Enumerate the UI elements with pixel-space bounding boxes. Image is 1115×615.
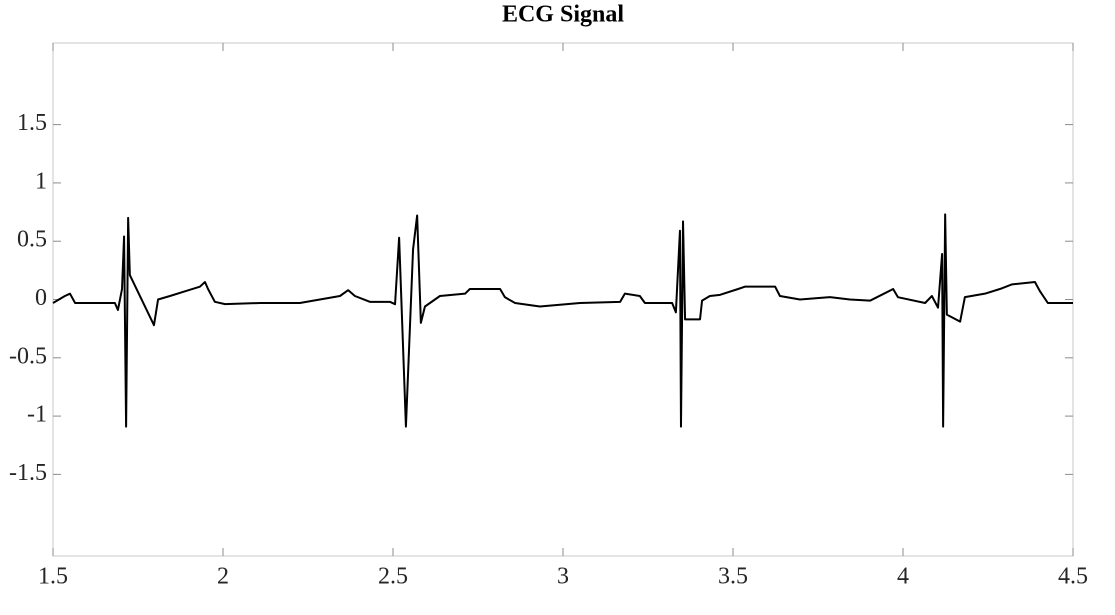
x-tick-label: 2.5: [378, 564, 408, 590]
y-tick-label: -0.5: [9, 343, 47, 369]
y-tick-label: 0.5: [17, 227, 47, 253]
x-tick-label: 4.5: [1058, 564, 1088, 590]
y-tick-label: 1: [35, 168, 47, 194]
x-tick-label: 3.5: [718, 564, 748, 590]
x-tick-label: 1.5: [38, 564, 68, 590]
x-tick-label: 2: [217, 564, 229, 590]
ecg-line: [52, 213, 1073, 428]
y-tick-label: 0: [35, 285, 47, 311]
y-tick-label: -1: [27, 402, 47, 428]
y-tick-label: -1.5: [9, 460, 47, 486]
x-tick-label: 3: [557, 564, 569, 590]
plot-frame: [52, 42, 1074, 557]
chart-title: ECG Signal: [502, 2, 624, 28]
y-tick-label: 1.5: [17, 110, 47, 136]
x-tick-label: 4: [897, 564, 909, 590]
